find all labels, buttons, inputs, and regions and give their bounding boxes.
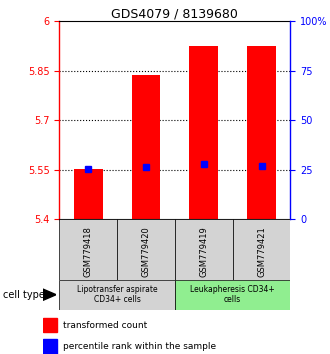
Bar xyxy=(59,280,175,310)
Text: GSM779419: GSM779419 xyxy=(199,226,208,277)
Text: Lipotransfer aspirate
CD34+ cells: Lipotransfer aspirate CD34+ cells xyxy=(77,285,157,304)
Bar xyxy=(175,280,290,310)
Text: percentile rank within the sample: percentile rank within the sample xyxy=(63,342,216,351)
Text: Leukapheresis CD34+
cells: Leukapheresis CD34+ cells xyxy=(190,285,275,304)
Bar xyxy=(233,219,290,280)
Bar xyxy=(132,75,160,219)
Bar xyxy=(117,219,175,280)
Text: transformed count: transformed count xyxy=(63,321,147,330)
Title: GDS4079 / 8139680: GDS4079 / 8139680 xyxy=(112,7,238,20)
Bar xyxy=(59,219,117,280)
Text: cell type: cell type xyxy=(3,290,45,300)
Bar xyxy=(43,339,57,354)
Bar xyxy=(74,169,103,219)
Polygon shape xyxy=(43,289,56,300)
Bar xyxy=(43,318,57,332)
Text: GSM779418: GSM779418 xyxy=(84,226,93,277)
Bar xyxy=(175,219,233,280)
Text: GSM779421: GSM779421 xyxy=(257,226,266,277)
Bar xyxy=(247,46,276,219)
Bar xyxy=(189,46,218,219)
Text: GSM779420: GSM779420 xyxy=(142,226,150,277)
